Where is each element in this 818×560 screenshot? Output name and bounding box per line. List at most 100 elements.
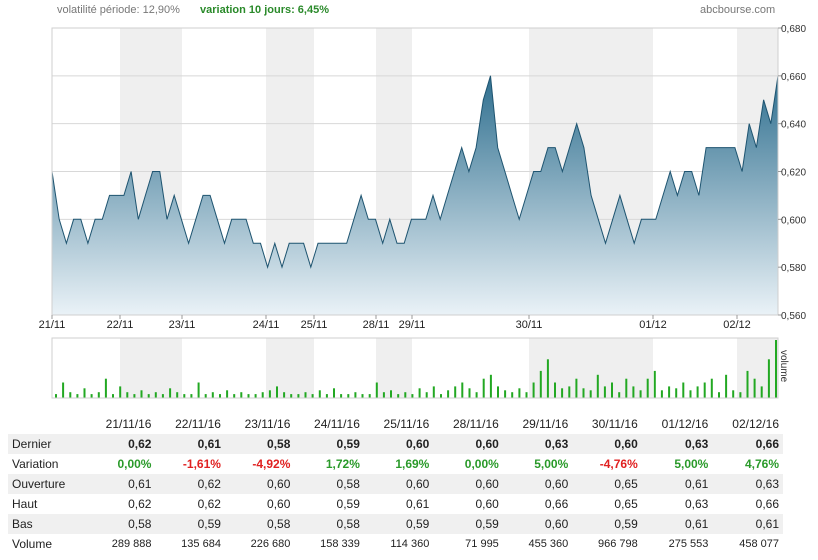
table-cell: 0,61 — [405, 497, 430, 511]
volume-bar — [169, 388, 172, 398]
volume-bar — [525, 392, 528, 398]
volume-bar — [368, 394, 371, 398]
table-row-dernier: Dernier 0,62 0,61 0,58 0,59 0,60 0,60 0,63 0,60 0… — [8, 434, 783, 454]
table-cell: 275 553 — [668, 538, 709, 550]
table-cell: 0,66 — [712, 434, 783, 454]
volume-bar — [482, 378, 485, 398]
volume-bar — [418, 388, 421, 398]
date-header: 28/11/16 — [452, 417, 499, 431]
row-label: Variation — [12, 457, 59, 471]
table-cell: 0,61 — [155, 434, 225, 454]
x-tick-label: 21/11 — [39, 319, 66, 331]
table-cell: 0,59 — [433, 514, 503, 534]
volume-bar — [461, 382, 464, 398]
table-row-haut: Haut 0,62 0,62 0,60 0,59 0,61 0,60 0,66 0,65 0,63… — [8, 494, 783, 514]
volume-bar — [468, 388, 471, 398]
x-tick-label: 01/12 — [639, 319, 667, 331]
volume-bar — [211, 392, 214, 398]
table-cell: 226 680 — [250, 538, 291, 550]
volume-bar — [340, 394, 343, 398]
volume-bar — [703, 382, 706, 398]
table-cell: 0,58 — [294, 474, 364, 494]
volume-bar — [390, 390, 392, 398]
table-cell: 0,59 — [294, 434, 364, 454]
table-cell: 0,63 — [685, 497, 709, 511]
y-tick-label: 0,560 — [781, 311, 806, 322]
volume-bar — [660, 390, 663, 398]
day-band — [737, 338, 778, 398]
volume-bar — [518, 388, 521, 398]
x-tick-label: 25/11 — [301, 319, 328, 331]
day-band — [376, 338, 412, 398]
volume-bar — [147, 394, 150, 398]
volume-bar — [126, 392, 129, 398]
table-cell: 0,61 — [641, 474, 713, 494]
table-cell: 0,60 — [502, 474, 573, 494]
volume-bar — [104, 378, 107, 398]
table-cell: 135 684 — [181, 538, 221, 550]
table-cell: 0,66 — [755, 497, 779, 511]
volume-bar — [775, 340, 777, 398]
volume-bar — [176, 392, 179, 398]
volume-plot-frame — [51, 337, 779, 399]
table-cell: 1,69% — [395, 457, 430, 471]
table-cell: 0,62 — [155, 474, 225, 494]
table-cell: 0,00% — [464, 457, 499, 471]
volume-bar — [90, 394, 93, 398]
volume-bar — [297, 394, 300, 398]
table-cell: 0,58 — [86, 514, 156, 534]
volume-bar — [611, 382, 613, 398]
volume-bar — [504, 390, 507, 398]
table-cell: 5,00% — [674, 457, 709, 471]
volume-bar — [261, 392, 264, 398]
y-tick-label: 0,680 — [781, 24, 806, 35]
table-cell: 0,58 — [224, 514, 295, 534]
x-tick-label: 02/12 — [723, 319, 751, 331]
volume-bar — [753, 378, 756, 398]
volume-bar — [62, 382, 65, 398]
table-cell: 0,62 — [197, 497, 221, 511]
day-band — [120, 338, 182, 398]
table-cell: 0,60 — [502, 514, 573, 534]
volume-bar — [190, 394, 193, 398]
volume-bar — [55, 394, 57, 398]
date-header: 25/11/16 — [383, 417, 430, 431]
table-cell: 114 360 — [390, 538, 430, 550]
y-tick-label: 0,620 — [781, 168, 806, 179]
table-cell: -1,61% — [182, 457, 221, 471]
volume-bar — [725, 374, 728, 398]
table-cell: 458 077 — [739, 538, 779, 550]
table-cell: 0,63 — [641, 434, 713, 454]
volume-bar — [318, 390, 321, 398]
volume-bar — [689, 390, 692, 398]
empty-header — [8, 414, 86, 434]
volume-bar — [76, 394, 79, 398]
volume-bar — [739, 392, 742, 398]
volume-bar — [254, 394, 257, 398]
table-cell: 0,00% — [117, 457, 152, 471]
source-label: abcbourse.com — [700, 4, 776, 16]
table-cell: 71 995 — [465, 538, 499, 550]
table-cell: 158 339 — [320, 538, 360, 550]
y-tick-label: 0,600 — [781, 215, 806, 226]
table-cell: 966 798 — [597, 538, 638, 550]
day-band — [529, 338, 653, 398]
volume-bar — [425, 392, 428, 398]
table-cell: 0,63 — [712, 474, 783, 494]
volume-bar — [311, 394, 314, 398]
volume-bar — [133, 394, 136, 398]
volatility-label: volatilité période: 12,90% — [57, 4, 180, 16]
date-header: 29/11/16 — [522, 417, 569, 431]
x-tick-label: 30/11 — [516, 319, 543, 331]
table-row-ouverture: Ouverture 0,61 0,62 0,60 0,58 0,60 0,60 0,60 0,6… — [8, 474, 783, 494]
volume-bar — [575, 378, 578, 398]
volume-bar — [112, 394, 114, 398]
volume-bar — [675, 388, 678, 398]
volume-bar — [69, 392, 72, 398]
volume-bar — [603, 386, 606, 398]
volume-bar — [333, 388, 335, 398]
volume-bar — [447, 390, 450, 398]
volume-bar — [233, 394, 236, 398]
table-cell: 0,60 — [363, 434, 434, 454]
volume-bar — [304, 392, 307, 398]
